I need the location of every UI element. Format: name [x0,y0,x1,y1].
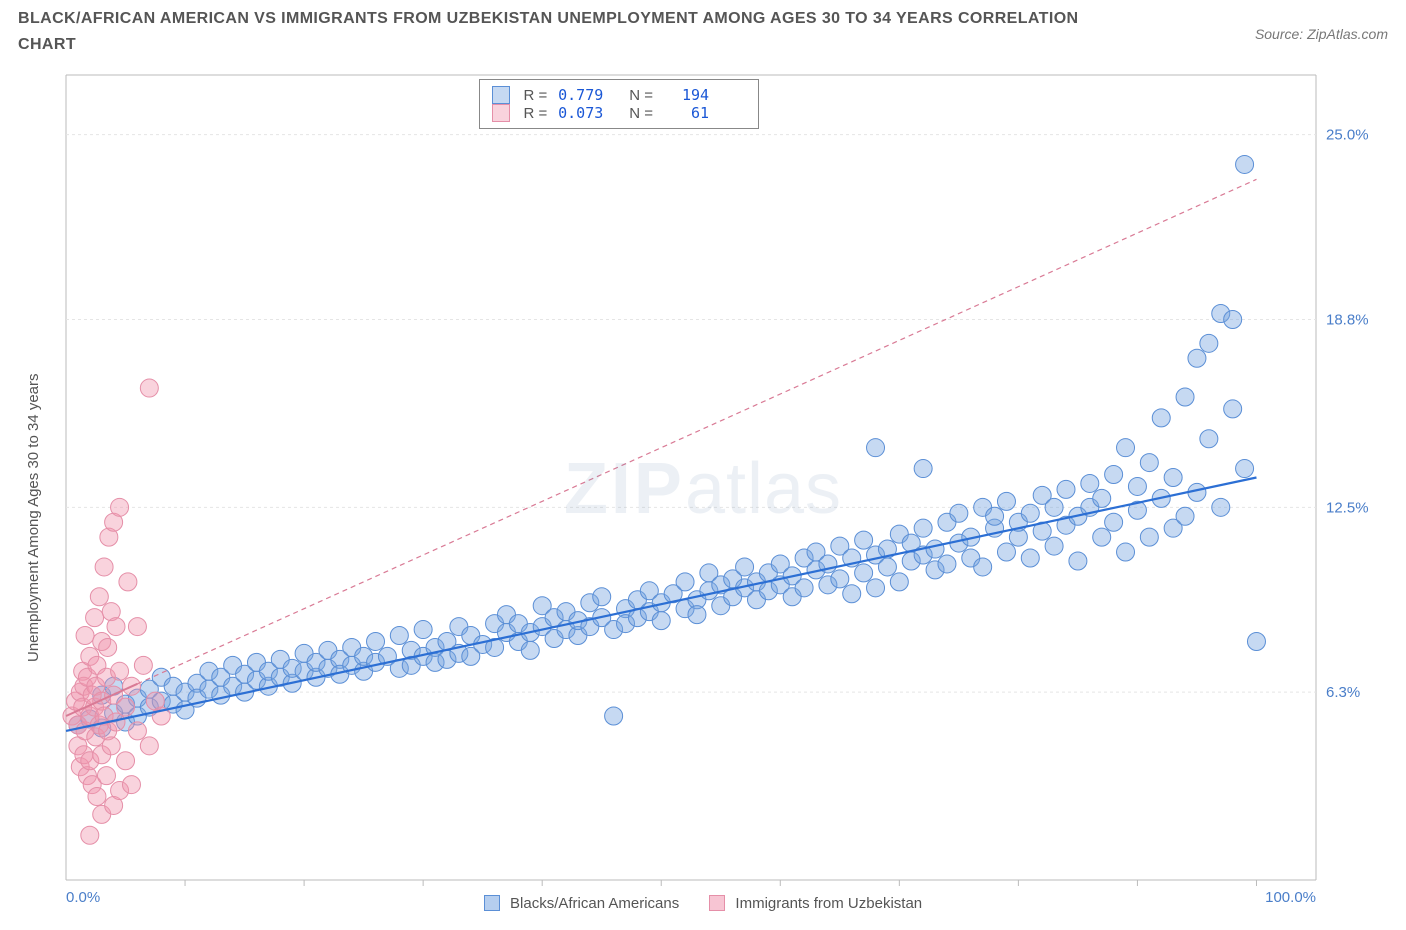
svg-text:18.8%: 18.8% [1326,311,1369,328]
swatch-series1 [484,895,500,911]
stat-box: R =0.779N =194R =0.073N =61 [479,79,759,129]
source-attribution: Source: ZipAtlas.com [1255,26,1388,42]
scatter-chart: 6.3%12.5%18.8%25.0%0.0%100.0%Unemploymen… [18,65,1388,912]
svg-text:Unemployment Among Ages 30 to: Unemployment Among Ages 30 to 34 years [25,373,42,662]
svg-text:12.5%: 12.5% [1326,499,1369,516]
legend-item-series2: Immigrants from Uzbekistan [709,895,922,912]
svg-text:25.0%: 25.0% [1326,127,1369,144]
chart-container: 6.3%12.5%18.8%25.0%0.0%100.0%Unemploymen… [18,65,1388,912]
header: BLACK/AFRICAN AMERICAN VS IMMIGRANTS FRO… [18,6,1388,57]
statbox-swatch [492,86,510,104]
legend-item-series1: Blacks/African Americans [484,895,679,912]
svg-text:6.3%: 6.3% [1326,684,1360,701]
legend-label-series1: Blacks/African Americans [510,895,679,912]
statbox-swatch [492,104,510,122]
chart-title: BLACK/AFRICAN AMERICAN VS IMMIGRANTS FRO… [18,6,1138,57]
legend-label-series2: Immigrants from Uzbekistan [735,895,922,912]
swatch-series2 [709,895,725,911]
bottom-legend: Blacks/African Americans Immigrants from… [18,895,1388,912]
